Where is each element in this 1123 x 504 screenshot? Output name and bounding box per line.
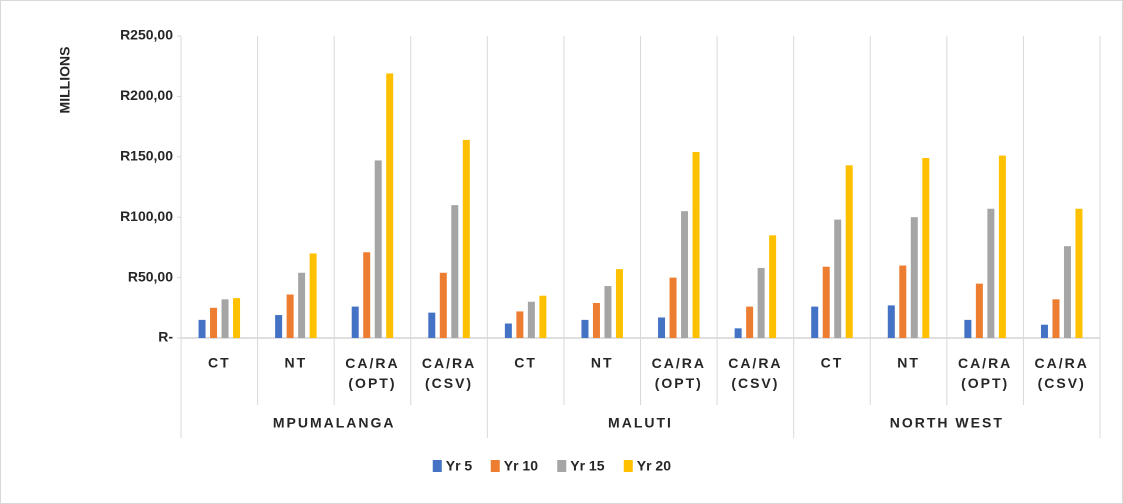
bar: [451, 205, 459, 338]
x-tick-label: NT: [591, 355, 614, 371]
y-axis-label: MILLIONS: [57, 47, 73, 114]
bar: [539, 295, 547, 338]
group-label: NORTH WEST: [890, 415, 1004, 431]
bar: [581, 319, 589, 338]
x-tick-label: CA/RA (CSV): [1035, 355, 1089, 391]
y-tick-label: R250,00: [120, 27, 173, 43]
x-tick-label: CA/RA (OPT): [958, 355, 1012, 391]
bar: [822, 266, 830, 338]
bar: [845, 165, 853, 338]
bar: [462, 139, 470, 338]
x-tick-label: CA/RA (CSV): [728, 355, 782, 391]
y-tick-label: R200,00: [120, 87, 173, 103]
bar: [527, 301, 535, 338]
bar: [1040, 324, 1048, 338]
x-tick-label: NT: [285, 355, 308, 371]
bar: [439, 272, 447, 338]
x-tick-label: CA/RA (OPT): [652, 355, 706, 391]
bar: [811, 306, 819, 338]
group-label: MPUMALANGA: [273, 415, 396, 431]
bar: [746, 306, 754, 338]
group-label: MALUTI: [608, 415, 673, 431]
bar: [834, 219, 842, 338]
y-tick-label: R50,00: [128, 268, 173, 284]
y-tick-label: R-: [158, 329, 173, 345]
bar: [309, 253, 317, 338]
bar: [286, 294, 294, 338]
bar: [1063, 246, 1071, 338]
y-tick-label: R100,00: [120, 208, 173, 224]
bar: [615, 269, 623, 338]
bar: [769, 235, 777, 338]
x-tick-label: CA/RA (CSV): [422, 355, 476, 391]
bar: [910, 217, 918, 338]
bar: [592, 302, 600, 338]
bar: [198, 319, 206, 338]
legend-label: Yr 5: [446, 458, 473, 474]
bar: [221, 299, 229, 338]
bar: [374, 160, 382, 338]
legend-label: Yr 15: [570, 458, 604, 474]
bar: [351, 306, 359, 338]
bar: [233, 298, 241, 338]
legend-label: Yr 10: [504, 458, 538, 474]
bar: [964, 319, 972, 338]
bar: [604, 286, 612, 338]
legend-swatch: [623, 460, 633, 472]
bar: [975, 283, 983, 338]
bar: [516, 311, 524, 338]
bar: [386, 73, 394, 338]
bar: [998, 155, 1006, 338]
bar: [298, 272, 306, 338]
bar: [428, 312, 436, 338]
legend-label: Yr 20: [637, 458, 671, 474]
bar: [734, 328, 742, 338]
bar: [899, 265, 907, 338]
bar: [1075, 208, 1083, 338]
x-tick-label: CT: [208, 355, 231, 371]
y-tick-label: R150,00: [120, 148, 173, 164]
bar: [887, 305, 895, 338]
bar: [363, 252, 371, 338]
bar: [757, 267, 765, 338]
bar: [692, 151, 700, 338]
bar: [275, 315, 283, 338]
x-tick-label: NT: [897, 355, 920, 371]
bar: [658, 317, 666, 338]
legend-swatch: [490, 460, 500, 472]
x-tick-label: CT: [821, 355, 844, 371]
bar: [987, 208, 995, 338]
bar: [922, 158, 930, 338]
bar: [504, 323, 512, 338]
bar: [669, 277, 677, 338]
bar: [681, 211, 689, 338]
bar: [1052, 299, 1060, 338]
legend-swatch: [432, 460, 442, 472]
bar: [210, 307, 218, 338]
x-tick-label: CA/RA (OPT): [345, 355, 399, 391]
legend-swatch: [557, 460, 567, 472]
x-tick-label: CT: [514, 355, 537, 371]
